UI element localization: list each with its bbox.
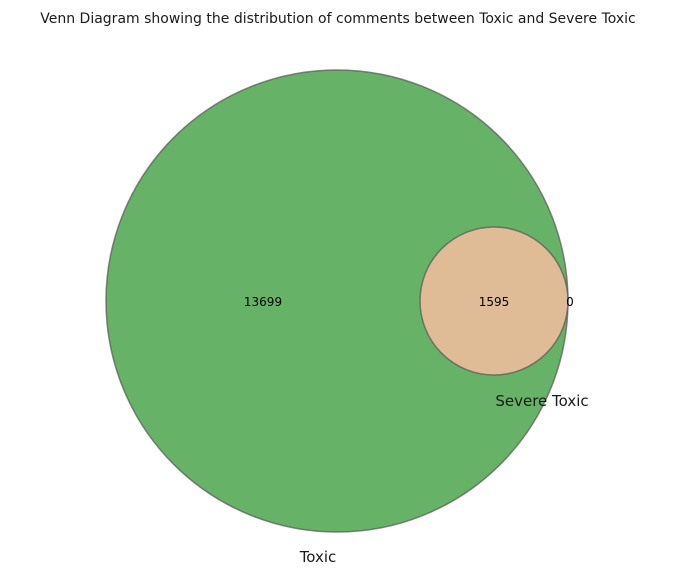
severe-toxic-only-count: 0 xyxy=(566,295,574,309)
intersection-count: 1595 xyxy=(479,295,510,309)
severe-toxic-set-label: Severe Toxic xyxy=(495,392,588,410)
severe-toxic-set-circle xyxy=(419,226,569,376)
diagram-title: Venn Diagram showing the distribution of… xyxy=(40,11,636,27)
toxic-set-label: Toxic xyxy=(299,548,337,566)
toxic-only-count: 13699 xyxy=(244,295,282,309)
